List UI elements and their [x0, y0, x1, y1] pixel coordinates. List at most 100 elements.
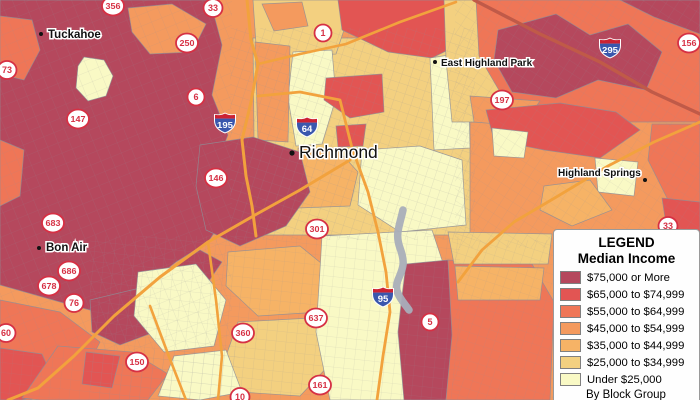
interstate-shield: 95 [370, 286, 396, 308]
svg-text:33: 33 [208, 3, 218, 13]
legend-item-label: $75,000 or More [587, 271, 670, 284]
svg-text:150: 150 [130, 357, 145, 367]
svg-text:678: 678 [42, 281, 57, 291]
svg-text:Bon Air: Bon Air [46, 242, 88, 254]
legend-swatch [560, 339, 581, 352]
legend-item: $45,000 to $54,999 [560, 320, 693, 337]
us-route-shield: 73 [0, 60, 18, 80]
svg-text:95: 95 [378, 294, 389, 305]
major-road [256, 90, 392, 400]
us-route-shield: 60 [0, 323, 17, 343]
legend-footer: By Block Group [586, 389, 666, 400]
svg-text:156: 156 [682, 38, 697, 48]
legend-item-label: $35,000 to $44,999 [587, 339, 685, 352]
block-group-region[interactable] [261, 1, 309, 32]
svg-text:360: 360 [236, 328, 251, 338]
svg-text:Highland Springs: Highland Springs [558, 168, 641, 179]
us-route-shield: 686 [57, 260, 81, 282]
svg-text:64: 64 [302, 124, 313, 135]
legend-swatch [560, 305, 581, 318]
town-label: Tuckahoe [39, 28, 102, 43]
legend-title: LEGEND [598, 235, 655, 250]
major-road [256, 0, 458, 66]
town-label: East Highland Park [433, 57, 534, 71]
svg-text:637: 637 [309, 313, 324, 323]
us-route-shield: 156 [677, 32, 700, 54]
us-route-shield: 147 [66, 108, 90, 130]
svg-text:147: 147 [71, 114, 86, 124]
legend-item: $55,000 to $64,999 [560, 303, 693, 320]
us-route-shield: 6 [186, 87, 206, 107]
interstate-shield: 195 [212, 112, 238, 134]
svg-text:1: 1 [320, 28, 325, 38]
svg-text:Tuckahoe: Tuckahoe [48, 29, 101, 41]
street-grid-texture [455, 0, 700, 248]
us-route-shield: 76 [63, 293, 85, 313]
street-grid-texture [452, 240, 557, 400]
us-route-shield: 10 [229, 387, 251, 400]
legend-swatch [560, 271, 581, 284]
major-road [206, 240, 224, 400]
svg-text:195: 195 [217, 121, 234, 130]
us-route-shield: 678 [37, 275, 61, 297]
us-route-shield: 161 [308, 374, 332, 396]
legend-swatch [560, 373, 581, 386]
major-road [456, 120, 700, 284]
town-label: Bon Air [37, 241, 89, 256]
city-label: Richmond [289, 141, 379, 164]
us-route-shield: 197 [490, 89, 514, 111]
interstate-shield: 295 [597, 37, 623, 59]
legend-item: $65,000 to $74,999 [560, 286, 693, 303]
street-grid-texture [0, 350, 240, 400]
svg-text:76: 76 [69, 298, 79, 308]
legend-swatch [560, 288, 581, 301]
legend-item: $35,000 to $44,999 [560, 337, 693, 354]
legend-items: $75,000 or More $65,000 to $74,999 $55,000… [560, 269, 693, 388]
svg-text:60: 60 [1, 328, 11, 338]
us-route-shield: 637 [304, 307, 328, 329]
svg-text:East Highland Park: East Highland Park [441, 58, 533, 69]
svg-text:6: 6 [193, 92, 198, 102]
major-road [240, 0, 260, 238]
major-road [148, 304, 188, 400]
legend-subtitle: Median Income [577, 251, 676, 266]
svg-text:683: 683 [46, 218, 61, 228]
svg-text:250: 250 [180, 38, 195, 48]
us-route-shield: 146 [204, 167, 228, 189]
town-label: Highland Springs [557, 167, 647, 182]
legend-swatch [560, 356, 581, 369]
us-route-shield: 360 [231, 322, 255, 344]
us-route-shield: 683 [41, 212, 65, 234]
svg-text:Richmond: Richmond [299, 142, 378, 162]
interstate-295-road [472, 0, 700, 116]
legend-item-label: Under $25,000 [587, 373, 662, 386]
legend-item-label: $65,000 to $74,999 [587, 288, 685, 301]
legend-swatch [560, 322, 581, 335]
us-route-shield: 250 [175, 32, 199, 54]
legend-item-label: $45,000 to $54,999 [587, 322, 685, 335]
svg-text:146: 146 [209, 173, 224, 183]
svg-text:5: 5 [427, 317, 432, 327]
svg-text:686: 686 [62, 266, 77, 276]
us-route-shield: 356 [101, 0, 125, 17]
legend-item: $75,000 or More [560, 269, 693, 286]
svg-text:301: 301 [310, 224, 325, 234]
interstate-shield: 64 [294, 116, 320, 138]
legend-item-label: $55,000 to $64,999 [587, 305, 685, 318]
legend-item: $25,000 to $34,999 [560, 354, 693, 371]
us-route-shield: 5 [420, 312, 440, 332]
us-route-shield: 33 [202, 0, 224, 18]
us-route-shield: 301 [305, 218, 329, 240]
major-road [6, 158, 352, 400]
legend-item-label: $25,000 to $34,999 [587, 356, 685, 369]
us-route-shield: 150 [125, 351, 149, 373]
legend-panel: LEGEND Median Income $75,000 or More $65,… [553, 229, 700, 400]
legend-item: Under $25,000 [560, 371, 693, 388]
svg-text:33: 33 [663, 221, 673, 231]
svg-text:161: 161 [313, 380, 328, 390]
james-river [392, 206, 413, 314]
svg-text:197: 197 [495, 95, 510, 105]
svg-text:356: 356 [106, 1, 121, 11]
